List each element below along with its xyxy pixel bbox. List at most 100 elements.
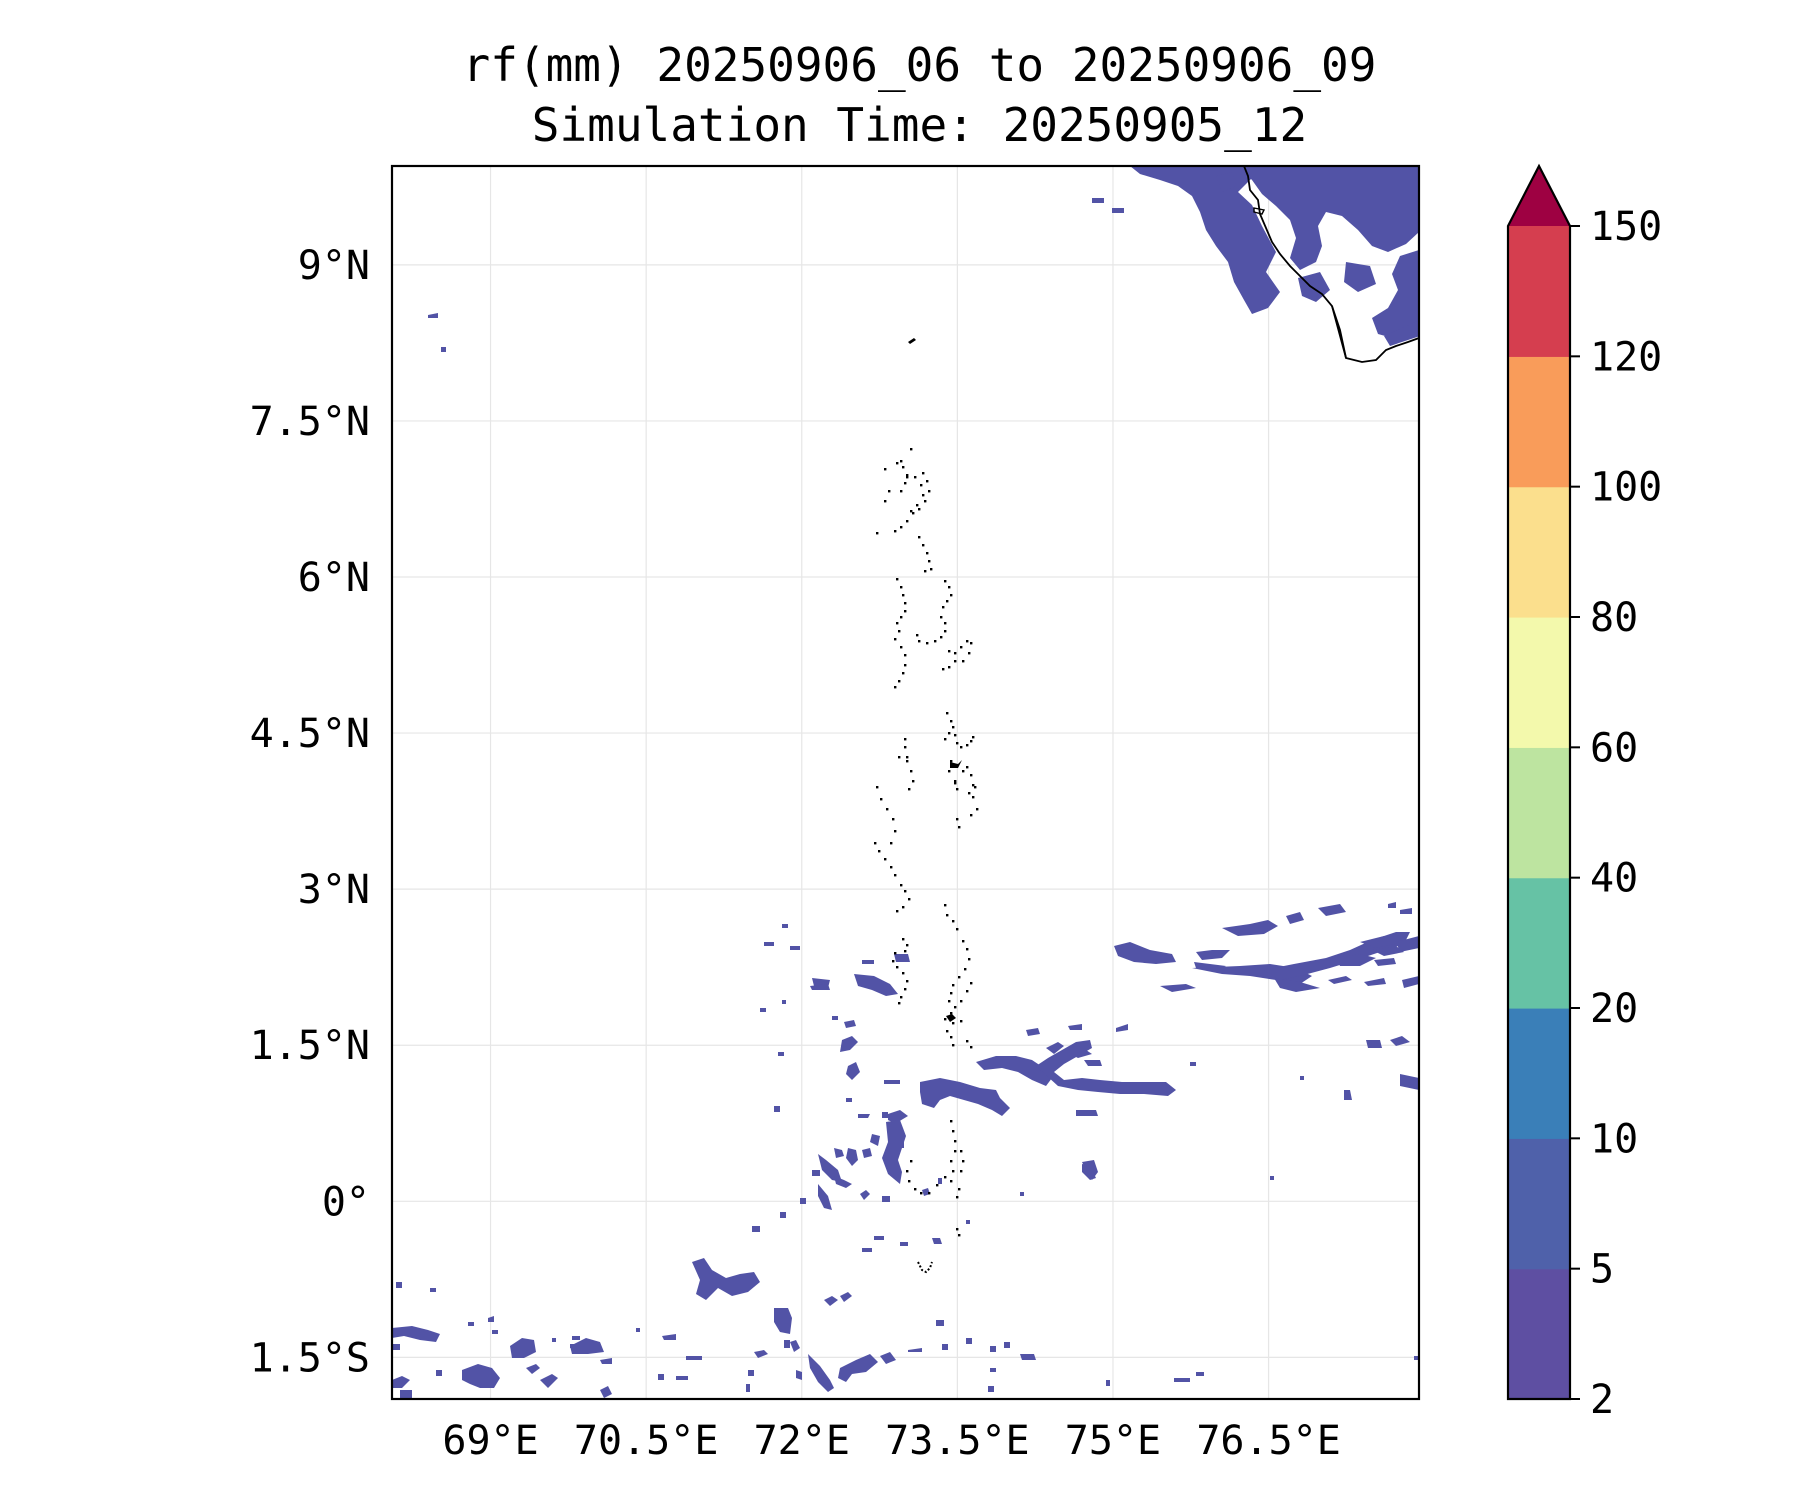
rainfall-patch bbox=[1286, 912, 1304, 924]
colorbar-tick-label: 40 bbox=[1590, 856, 1638, 902]
atoll-island bbox=[952, 1170, 955, 1173]
rainfall-patch bbox=[1004, 1342, 1010, 1348]
atoll-island bbox=[944, 622, 947, 625]
atoll-island bbox=[904, 610, 907, 613]
atoll-island bbox=[906, 474, 909, 477]
atoll-island bbox=[898, 756, 901, 759]
rainfall-patch bbox=[1222, 920, 1278, 936]
rainfall-patch bbox=[658, 1374, 664, 1380]
rainfall-patch bbox=[540, 1374, 558, 1388]
atoll-island bbox=[952, 984, 955, 987]
atoll-island bbox=[900, 996, 903, 999]
atoll-island bbox=[972, 736, 975, 739]
rainfall-patch bbox=[492, 1330, 498, 1334]
atoll-island bbox=[954, 660, 957, 663]
rainfall-patch bbox=[846, 1062, 860, 1080]
atoll-island bbox=[954, 1150, 957, 1153]
atoll-island bbox=[960, 1170, 963, 1173]
rainfall-patch bbox=[920, 1078, 1010, 1116]
rainfall-patch bbox=[854, 974, 898, 996]
atoll-island bbox=[900, 526, 903, 529]
rainfall-patch bbox=[1130, 166, 1280, 314]
atoll-island bbox=[898, 1002, 901, 1005]
rainfall-patch bbox=[800, 1198, 806, 1204]
atoll-island bbox=[904, 746, 907, 749]
colorbar-segment bbox=[1508, 617, 1570, 748]
atoll-island bbox=[956, 928, 959, 931]
atoll-island bbox=[944, 904, 947, 907]
atoll-island bbox=[922, 472, 925, 475]
atoll-island bbox=[942, 606, 945, 609]
island-addu-atoll bbox=[917, 1261, 933, 1274]
atoll-island bbox=[946, 712, 949, 715]
rainfall-patch bbox=[858, 1114, 870, 1118]
atoll-island bbox=[966, 766, 969, 769]
atoll-island bbox=[904, 988, 907, 991]
atoll-island bbox=[886, 808, 889, 811]
rainfall-patch bbox=[870, 1134, 880, 1146]
atoll-island bbox=[956, 1228, 959, 1231]
rainfall-patch bbox=[1364, 978, 1386, 986]
atoll-island bbox=[966, 948, 969, 951]
atoll-island bbox=[966, 990, 969, 993]
rainfall-patch bbox=[441, 347, 446, 352]
atoll-island bbox=[960, 646, 963, 649]
rainfall-patch bbox=[936, 1320, 944, 1326]
rainfall-patch bbox=[746, 1384, 750, 1392]
atoll-island bbox=[966, 1040, 969, 1043]
lon-tick-label: 73.5°E bbox=[885, 1418, 1030, 1464]
rainfall-patch bbox=[932, 1238, 942, 1244]
atoll-island bbox=[944, 580, 947, 583]
rainfall-patch bbox=[1112, 208, 1124, 213]
rainfall-patch bbox=[810, 984, 830, 990]
atoll-island bbox=[894, 874, 897, 877]
rainfall-patch bbox=[552, 1338, 556, 1342]
rainfall-patch bbox=[862, 960, 874, 964]
atoll-island bbox=[926, 480, 929, 483]
rainfall-patch bbox=[882, 1196, 890, 1202]
atoll-island bbox=[952, 1022, 955, 1025]
map-title-line1: rf(mm) 20250906_06 to 20250906_09 bbox=[462, 38, 1377, 92]
colorbar-tick-label: 10 bbox=[1590, 1116, 1638, 1162]
atoll-island bbox=[958, 826, 961, 829]
rainfall-patch bbox=[686, 1356, 702, 1360]
rainfall-patch bbox=[774, 1308, 792, 1334]
atoll-island bbox=[934, 640, 937, 643]
rainfall-patch bbox=[1300, 1076, 1304, 1080]
colorbar-outline bbox=[1506, 163, 1572, 1401]
rainfall-patch bbox=[882, 1112, 888, 1118]
colorbar-tick-label: 150 bbox=[1590, 204, 1662, 250]
rainfall-patch bbox=[1026, 1028, 1040, 1036]
rainfall-patch bbox=[1020, 1192, 1024, 1196]
rainfall-patch bbox=[874, 1236, 884, 1240]
atoll-island bbox=[930, 568, 933, 571]
rainfall-patch bbox=[1402, 976, 1419, 988]
rainfall-patch bbox=[824, 1296, 838, 1306]
atoll-island bbox=[924, 500, 927, 503]
lat-tick-label: 0° bbox=[322, 1179, 370, 1225]
colorbar-segment bbox=[1508, 226, 1570, 357]
atoll-island bbox=[950, 1180, 953, 1183]
atoll-island bbox=[954, 1140, 957, 1143]
atoll-island bbox=[910, 770, 913, 773]
lat-tick-label: 3°N bbox=[298, 867, 370, 913]
colorbar-tick-label: 80 bbox=[1590, 595, 1638, 641]
rainfall-patch bbox=[764, 942, 774, 946]
rainfall-patch bbox=[1366, 1040, 1382, 1048]
rainfall-patch bbox=[834, 1148, 844, 1158]
atoll-island bbox=[954, 780, 957, 783]
colorbar-tick-label: 100 bbox=[1590, 465, 1662, 511]
atoll-island bbox=[956, 742, 959, 745]
atoll-island bbox=[970, 642, 973, 645]
atoll-island bbox=[928, 1192, 931, 1195]
rainfall-patch bbox=[752, 1226, 760, 1232]
atoll-island bbox=[902, 672, 905, 675]
atoll-island bbox=[970, 814, 973, 817]
rainfall-patch bbox=[600, 1358, 612, 1364]
rainfall-patch bbox=[844, 1020, 856, 1028]
rainfall-field bbox=[392, 166, 1419, 1398]
atoll-island bbox=[954, 734, 957, 737]
rainfall-patch bbox=[1374, 958, 1396, 966]
atoll-island bbox=[966, 640, 969, 643]
atoll-island bbox=[948, 666, 951, 669]
